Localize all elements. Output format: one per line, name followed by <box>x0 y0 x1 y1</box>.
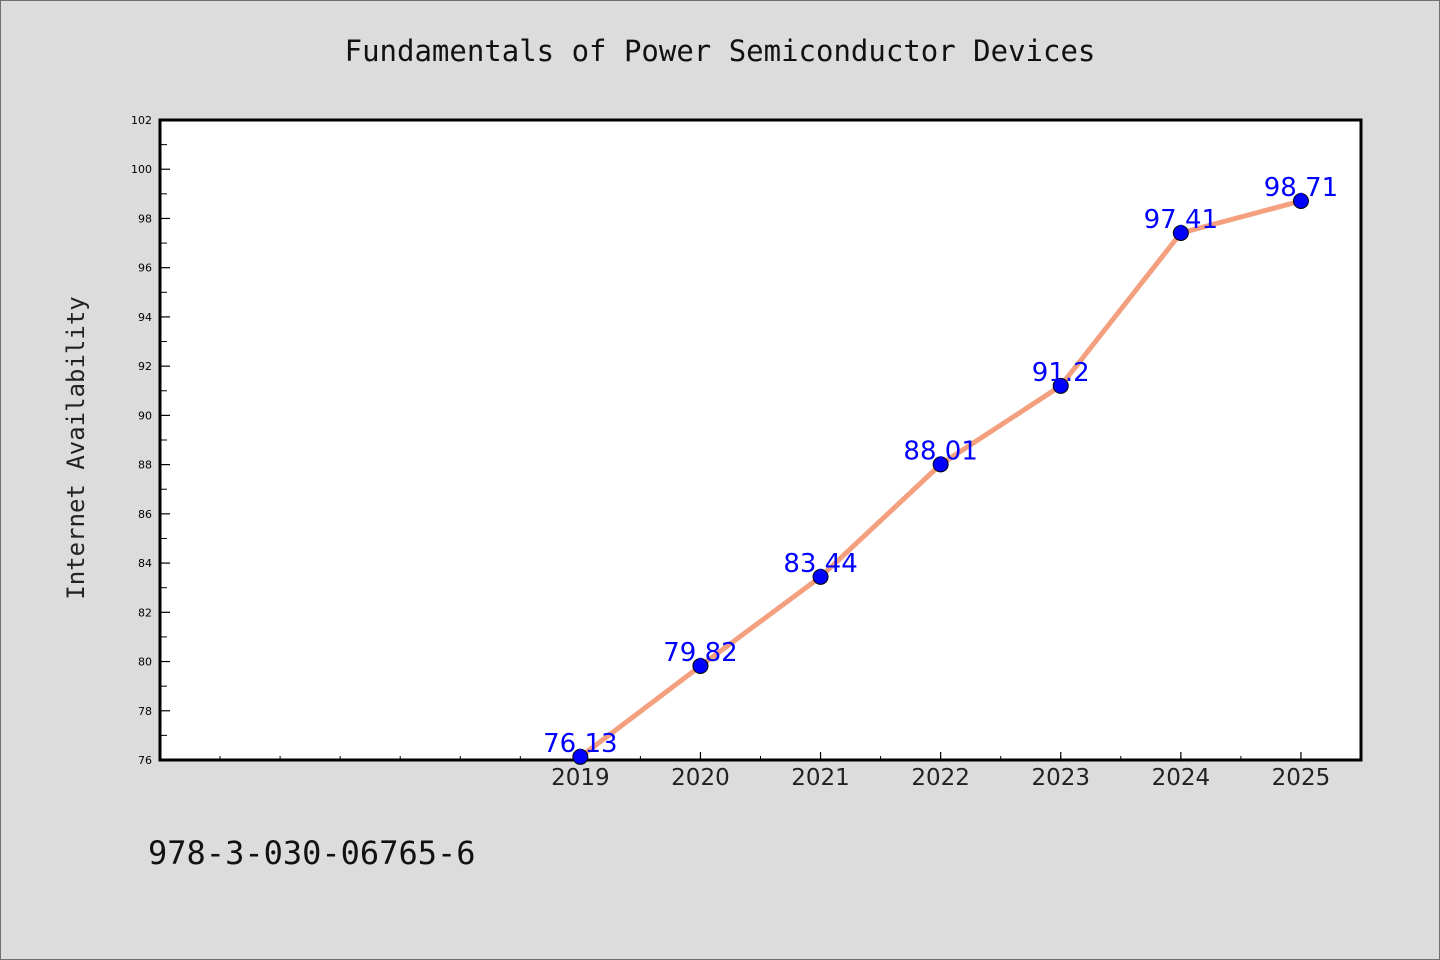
y-tick-label: 102 <box>131 114 152 127</box>
x-tick-label: 2021 <box>791 765 850 791</box>
y-tick-label: 88 <box>138 459 152 472</box>
y-tick-label: 86 <box>138 508 152 521</box>
data-point <box>572 748 589 765</box>
y-tick-label: 96 <box>138 262 152 275</box>
y-tick-label: 94 <box>138 311 152 324</box>
data-label: 76.13 <box>543 729 617 759</box>
data-label: 97.41 <box>1144 205 1218 235</box>
data-point <box>1292 192 1309 209</box>
y-tick-label: 76 <box>138 754 152 767</box>
x-tick-label: 2024 <box>1152 765 1211 791</box>
data-label: 91.2 <box>1032 358 1090 388</box>
x-tick-label: 2025 <box>1272 765 1331 791</box>
y-tick-label: 98 <box>138 212 152 225</box>
isbn-code: 978-3-030-06765-6 <box>148 834 476 872</box>
x-axis: 2019 2020 2021 2022 2023 2024 2025 <box>159 752 1362 791</box>
data-label: 88.01 <box>903 436 977 466</box>
x-tick-label: 2023 <box>1031 765 1090 791</box>
data-point <box>1172 224 1189 241</box>
data-point <box>1052 377 1069 394</box>
data-point <box>692 657 709 674</box>
y-tick-label: 84 <box>138 557 152 570</box>
y-tick-label: 80 <box>138 656 152 669</box>
series-layer: 76.13 79.82 83.44 88.01 91.2 97.41 98.71 <box>543 173 1338 765</box>
data-label: 79.82 <box>663 638 737 668</box>
y-tick-label: 90 <box>138 409 152 422</box>
y-tick-label: 100 <box>131 163 152 176</box>
chart-title: Fundamentals of Power Semiconductor Devi… <box>344 34 1096 68</box>
y-axis-label: Internet Availability <box>62 296 90 599</box>
y-tick-label: 78 <box>138 705 152 718</box>
x-tick-label: 2022 <box>911 765 970 791</box>
y-axis: 76 78 80 82 84 86 88 90 92 94 96 98 100 102 <box>131 114 170 767</box>
data-label: 98.71 <box>1264 173 1338 203</box>
data-label: 83.44 <box>783 549 857 579</box>
y-tick-label: 82 <box>138 606 152 619</box>
x-tick-label: 2020 <box>671 765 730 791</box>
data-point <box>932 456 949 473</box>
x-tick-label: 2019 <box>551 765 610 791</box>
plot-area <box>158 118 1363 762</box>
y-tick-label: 92 <box>138 360 152 373</box>
data-point <box>812 568 829 585</box>
